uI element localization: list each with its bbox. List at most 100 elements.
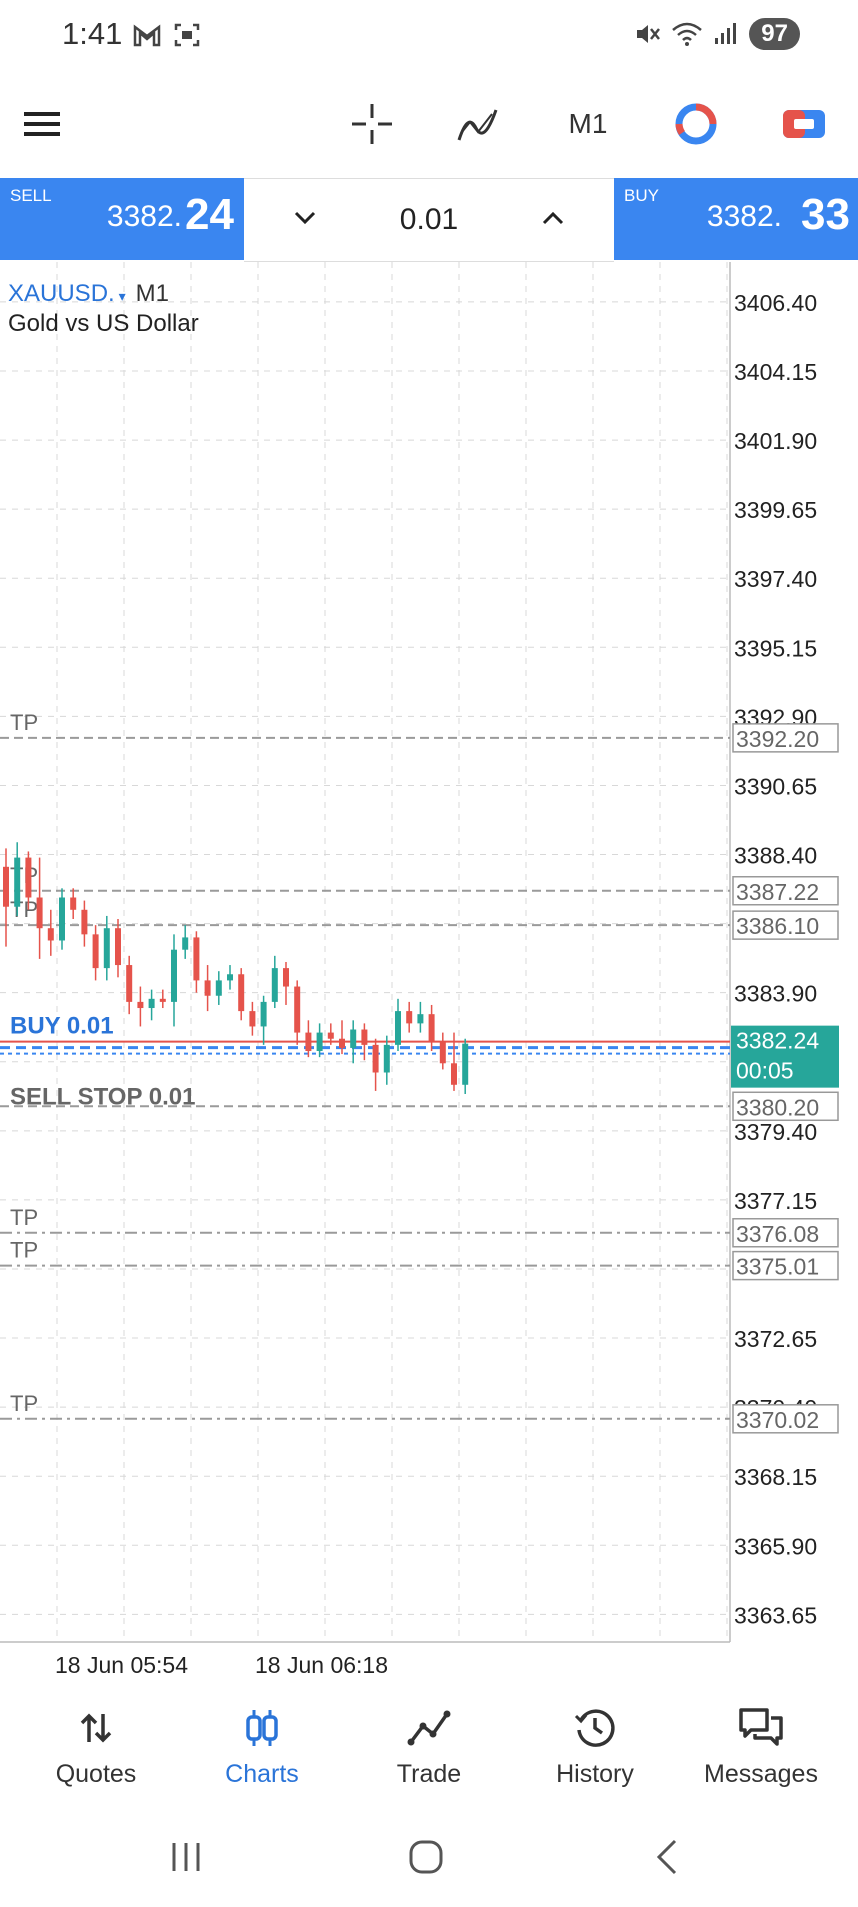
chevron-up-icon — [542, 211, 564, 225]
order-price-label: 3387.22 — [736, 879, 819, 905]
price-scale-label: 3397.40 — [734, 566, 817, 592]
order-line-label: BUY 0.01 — [10, 1013, 114, 1040]
order-price-box — [732, 1218, 839, 1248]
nav-charts[interactable]: Charts — [187, 1706, 337, 1789]
price-scale-label: 3404.15 — [734, 359, 817, 385]
order-price-label: 3370.02 — [736, 1407, 819, 1433]
back-button[interactable] — [648, 1837, 688, 1882]
order-line-label: TP — [10, 1205, 38, 1230]
objects-icon — [675, 103, 717, 145]
nav-messages[interactable]: Messages — [686, 1706, 836, 1789]
candle-body — [462, 1043, 469, 1085]
status-notifications — [132, 20, 202, 50]
order-price-box — [732, 910, 839, 940]
candle-body — [14, 857, 21, 907]
home-icon — [409, 1840, 443, 1874]
crosshair-button[interactable] — [348, 100, 396, 148]
price-scale-label: 3379.40 — [734, 1119, 817, 1145]
price-scale-label: 3399.65 — [734, 497, 817, 523]
menu-button[interactable] — [20, 100, 64, 148]
messages-icon — [739, 1708, 783, 1746]
home-button[interactable] — [406, 1837, 446, 1882]
order-price-label: 3375.01 — [736, 1254, 819, 1280]
sell-button[interactable]: SELL 3382. 24 — [0, 178, 244, 260]
candle-body — [148, 998, 155, 1009]
candle-body — [439, 1041, 446, 1064]
candle-body — [249, 1011, 256, 1027]
candle-body — [294, 986, 301, 1033]
chart-symbol[interactable]: XAUUSD. ▾ M1 — [8, 280, 169, 307]
sell-label: SELL — [10, 186, 52, 205]
order-price-box — [732, 1250, 839, 1281]
candle-body — [81, 909, 88, 935]
lot-size-value[interactable]: 0.01 — [399, 203, 459, 236]
one-click-trading-button[interactable] — [780, 100, 828, 148]
symbol-timeframe: M1 — [135, 280, 169, 307]
one-click-trading-icon — [783, 110, 825, 138]
candle-body — [395, 1011, 401, 1045]
order-price-box — [732, 1091, 839, 1122]
indicators-button[interactable] — [454, 100, 502, 148]
candle-body — [70, 897, 77, 910]
timeframe-button[interactable]: M1 — [568, 108, 608, 139]
chart-toolbar: M1 — [0, 72, 858, 178]
recent-apps-button[interactable] — [166, 1837, 206, 1882]
price-chart[interactable]: 3406.40 3404.15 3401.90 3399.65 3397.40 3395.… — [0, 262, 858, 1682]
nav-messages-label: Messages — [704, 1760, 818, 1788]
candle-body — [238, 974, 245, 1012]
time-axis-label: 18 Jun 05:54 — [55, 1652, 188, 1678]
sell-price: 3382. — [106, 200, 182, 233]
symbol-description: Gold vs US Dollar — [8, 310, 199, 337]
charts-icon — [246, 1710, 278, 1746]
order-price-box — [732, 723, 839, 753]
nav-charts-label: Charts — [225, 1760, 299, 1788]
order-price-label: 3376.08 — [736, 1221, 819, 1247]
chart-canvas[interactable]: 3406.40 3404.15 3401.90 3399.65 3397.40 3395.… — [0, 262, 858, 1682]
buy-price-pips: 33 — [801, 190, 850, 239]
candle-body — [36, 897, 43, 929]
candle-body — [316, 1032, 323, 1052]
candle-body — [215, 980, 222, 996]
candle-body — [428, 1014, 435, 1042]
increase-lot-button[interactable] — [540, 205, 566, 236]
order-line-label: TP — [10, 1238, 38, 1263]
signal-icon — [715, 23, 737, 44]
candle-body — [372, 1044, 379, 1073]
objects-button[interactable] — [672, 100, 720, 148]
time-axis-label: 18 Jun 06:18 — [255, 1652, 388, 1678]
nav-quotes[interactable]: Quotes — [21, 1706, 171, 1789]
wifi-icon — [672, 22, 703, 46]
trade-icon — [407, 1710, 451, 1746]
nav-trade[interactable]: Trade — [354, 1706, 504, 1789]
candle-body — [3, 866, 9, 907]
indicators-icon — [457, 109, 498, 141]
candle-body — [115, 928, 121, 966]
system-navigation — [0, 1807, 858, 1907]
status-system-icons: 97 — [633, 18, 800, 50]
buy-price: 3382. — [706, 200, 782, 233]
mute-icon — [637, 25, 661, 43]
battery-level: 97 — [749, 18, 800, 50]
order-line-label: SELL STOP 0.01 — [10, 1083, 195, 1110]
price-scale-label: 3383.90 — [734, 981, 817, 1007]
order-price-box — [732, 1404, 839, 1434]
candle-body — [171, 949, 177, 1002]
candle-body — [182, 937, 189, 950]
nav-history[interactable]: History — [520, 1706, 670, 1789]
decrease-lot-button[interactable] — [292, 205, 318, 236]
nav-quotes-label: Quotes — [55, 1760, 137, 1788]
price-scale-label: 3388.40 — [734, 843, 817, 869]
order-line-label: TP — [10, 1391, 38, 1416]
candle-body — [47, 928, 54, 941]
screenshot-icon — [174, 23, 200, 47]
candle-body — [260, 1001, 267, 1027]
candle-body — [103, 928, 110, 969]
bottom-navigation: Quotes Charts Trade History Messages — [0, 1682, 858, 1807]
candle-body — [383, 1044, 390, 1073]
candle-body — [271, 968, 278, 1002]
candle-body — [227, 974, 233, 981]
candle-body — [159, 998, 166, 1002]
crosshair-icon — [352, 104, 392, 144]
candle-body — [193, 937, 200, 981]
buy-button[interactable]: BUY 3382. 33 — [614, 178, 858, 260]
